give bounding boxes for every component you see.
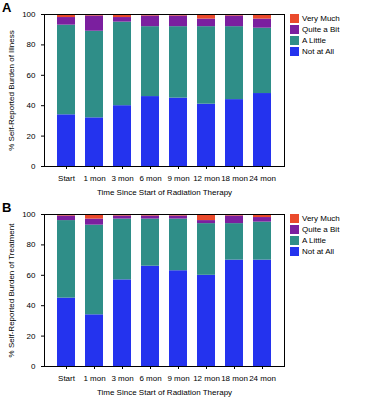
html-text:Very Much: Very Much [302,14,340,23]
svg-text:3 mon: 3 mon [111,374,133,383]
html-text:Very Much: Very Much [302,214,340,223]
svg-text:1 mon: 1 mon [83,374,105,383]
svg-text:18 mon: 18 mon [221,374,248,383]
html-text:B: B [2,200,12,215]
html-text:A Little: A Little [302,236,326,245]
svg-text:12 mon: 12 mon [193,374,220,383]
svg-text:6 mon: 6 mon [139,374,161,383]
html-text:Not at All: Not at All [302,47,334,56]
svg-text:Time Since Start of Radiation: Time Since Start of Radiation Therapy [97,388,232,397]
html-text:Not at All: Not at All [302,247,334,256]
svg-text:Start: Start [58,374,76,383]
svg-text:9 mon: 9 mon [167,374,189,383]
svg-text:% Self-Reported Burden of Trea: % Self-Reported Burden of Treatment [7,223,16,358]
html-text:A: A [2,0,12,15]
svg-text:100: 100 [22,10,36,19]
svg-text:40: 40 [27,101,36,110]
svg-text:20: 20 [27,132,36,141]
svg-text:Time Since Start of Radiation: Time Since Start of Radiation Therapy [97,188,232,197]
svg-text:24 mon: 24 mon [249,374,276,383]
svg-text:18 mon: 18 mon [221,174,248,183]
svg-text:60: 60 [27,71,36,80]
svg-text:% Self-Reported Burden of Illn: % Self-Reported Burden of Illness [7,30,16,151]
svg-text:80: 80 [27,240,36,249]
svg-text:100: 100 [22,210,36,219]
html-text:Quite a Bit: Quite a Bit [302,25,340,34]
svg-text:20: 20 [27,332,36,341]
svg-text:24 mon: 24 mon [249,174,276,183]
html-text:A Little: A Little [302,36,326,45]
svg-text:6 mon: 6 mon [139,174,161,183]
svg-text:9 mon: 9 mon [167,174,189,183]
svg-text:Start: Start [58,174,76,183]
svg-text:0: 0 [31,362,36,371]
svg-text:40: 40 [27,301,36,310]
svg-text:1 mon: 1 mon [83,174,105,183]
svg-text:3 mon: 3 mon [111,174,133,183]
svg-text:0: 0 [31,162,36,171]
svg-text:60: 60 [27,271,36,280]
html-text:Quite a Bit: Quite a Bit [302,225,340,234]
svg-text:12 mon: 12 mon [193,174,220,183]
svg-text:80: 80 [27,40,36,49]
